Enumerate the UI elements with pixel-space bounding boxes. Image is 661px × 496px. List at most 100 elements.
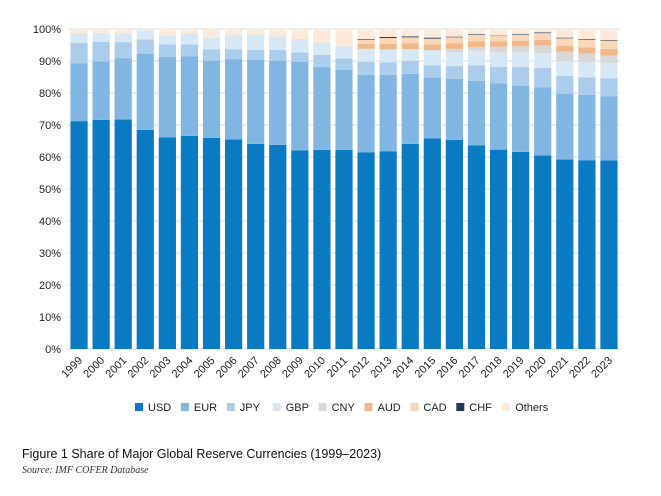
- x-tick-label: 2016: [435, 355, 461, 381]
- bar-segment-usd-2022: [578, 160, 596, 349]
- bar-segment-cad-2012: [357, 39, 375, 45]
- bar-segment-cad-2017: [467, 34, 486, 42]
- bar-segment-chf-2012: [357, 38, 375, 40]
- bar-segment-usd-2011: [335, 149, 353, 349]
- bar-segment-cad-2023: [600, 40, 618, 49]
- bar-segment-others-2009: [291, 29, 309, 39]
- bar-segment-chf-2016: [445, 36, 464, 38]
- bar-segment-jpy-2022: [578, 77, 596, 95]
- bar-segment-chf-2015: [423, 37, 441, 39]
- legend-swatch-jpy: [226, 403, 235, 411]
- legend-swatch-gbp: [272, 403, 281, 411]
- bar-segment-gbp-2011: [335, 46, 353, 59]
- bar-segment-gbp-2020: [534, 53, 552, 69]
- x-tick-label: 2021: [545, 355, 571, 381]
- bar-segment-eur-2023: [600, 96, 618, 161]
- bar-segment-gbp-2013: [379, 49, 397, 63]
- bar-segment-usd-2003: [158, 137, 176, 349]
- bar-segment-eur-2006: [224, 59, 243, 140]
- bar-segment-others-2022: [578, 29, 596, 39]
- bar-segment-chf-2022: [578, 38, 596, 40]
- bar-segment-usd-2005: [202, 137, 221, 349]
- bar-segment-usd-2006: [224, 139, 243, 349]
- bar-segment-jpy-2005: [202, 49, 221, 61]
- y-tick-label: 50%: [39, 184, 61, 196]
- bar-segment-usd-2015: [423, 138, 441, 349]
- bar-segment-eur-2021: [556, 93, 574, 160]
- legend-label-usd: USD: [148, 402, 171, 414]
- bar-segment-aud-2023: [600, 48, 618, 56]
- legend-label-cny: CNY: [332, 402, 356, 414]
- bar-segment-jpy-2012: [357, 61, 375, 75]
- x-tick-label: 2018: [479, 355, 505, 381]
- bar-segment-cad-2015: [423, 38, 441, 45]
- bar-segment-gbp-2019: [512, 52, 530, 68]
- bar-segment-aud-2016: [445, 43, 464, 49]
- bar-segment-others-2012: [357, 29, 375, 39]
- bar-segment-eur-2022: [578, 94, 596, 161]
- bar-segment-jpy-2018: [489, 66, 508, 84]
- bar-segment-eur-2004: [180, 56, 199, 136]
- legend-label-chf: CHF: [469, 402, 492, 414]
- bar-segment-cad-2019: [512, 34, 530, 41]
- bar-segment-jpy-2014: [401, 61, 419, 74]
- bar-segment-eur-2012: [357, 74, 375, 153]
- legend-label-eur: EUR: [194, 402, 217, 414]
- bar-segment-eur-2014: [401, 73, 419, 144]
- bar-segment-usd-2008: [269, 144, 287, 349]
- bar-segment-eur-2008: [269, 61, 287, 145]
- bar-segment-others-2005: [202, 29, 221, 38]
- bar-segment-jpy-2003: [158, 44, 176, 57]
- bar-segment-usd-2001: [114, 119, 132, 349]
- x-tick-label: 2008: [258, 355, 284, 381]
- bar-segment-usd-2020: [534, 155, 552, 349]
- bar-segment-aud-2019: [512, 40, 530, 47]
- bar-segment-cad-2022: [578, 39, 596, 48]
- bar-segment-eur-2015: [423, 77, 441, 139]
- bar-segment-jpy-2004: [180, 44, 199, 57]
- x-tick-label: 2001: [104, 355, 130, 381]
- bar-segment-gbp-2003: [158, 35, 176, 45]
- bar-segment-others-2004: [180, 29, 199, 34]
- bar-segment-usd-2017: [467, 145, 486, 349]
- bar-segment-jpy-2017: [467, 65, 486, 81]
- bar-segment-cad-2018: [489, 35, 508, 42]
- bar-segment-usd-1999: [70, 121, 88, 349]
- bar-segment-jpy-2021: [556, 76, 574, 94]
- bar-segment-aud-2020: [534, 39, 552, 46]
- y-tick-label: 10%: [39, 312, 61, 324]
- bar-segment-jpy-2010: [313, 54, 331, 67]
- bar-segment-usd-2004: [180, 135, 199, 349]
- bar-segment-others-2003: [158, 29, 176, 36]
- bar-segment-eur-2013: [379, 74, 397, 152]
- y-tick-label: 40%: [39, 216, 61, 228]
- x-tick-label: 2011: [325, 355, 350, 380]
- bar-segment-gbp-2008: [269, 36, 287, 50]
- x-tick-label: 2004: [170, 355, 196, 381]
- x-tick-label: 1999: [59, 355, 85, 381]
- bar-segment-eur-2000: [92, 61, 110, 120]
- bar-segment-eur-2005: [202, 60, 221, 138]
- bar-segment-gbp-2018: [489, 52, 508, 67]
- bar-segment-usd-2010: [313, 149, 331, 349]
- bar-segment-gbp-1999: [70, 33, 88, 43]
- bar-segment-eur-2010: [313, 66, 331, 150]
- bar-segment-others-2010: [313, 29, 331, 43]
- bar-segment-aud-2013: [379, 43, 397, 50]
- bar-segment-others-2000: [92, 29, 110, 33]
- legend-swatch-eur: [180, 403, 189, 411]
- x-tick-label: 2007: [236, 355, 262, 381]
- bar-segment-jpy-2007: [247, 49, 265, 61]
- bar-segment-cny-2019: [512, 46, 530, 53]
- bar-segment-usd-2002: [136, 129, 154, 349]
- y-tick-label: 70%: [39, 120, 61, 132]
- bar-segment-eur-2003: [158, 56, 176, 138]
- bar-segment-eur-2020: [534, 87, 552, 156]
- bar-segment-others-2023: [600, 29, 618, 40]
- bar-segment-aud-2012: [357, 44, 375, 49]
- bar-segment-usd-2013: [379, 151, 397, 349]
- bar-segment-cny-2021: [556, 51, 574, 61]
- bar-segment-gbp-2023: [600, 62, 618, 79]
- legend-swatch-others: [502, 403, 511, 411]
- bar-segment-jpy-2002: [136, 39, 154, 54]
